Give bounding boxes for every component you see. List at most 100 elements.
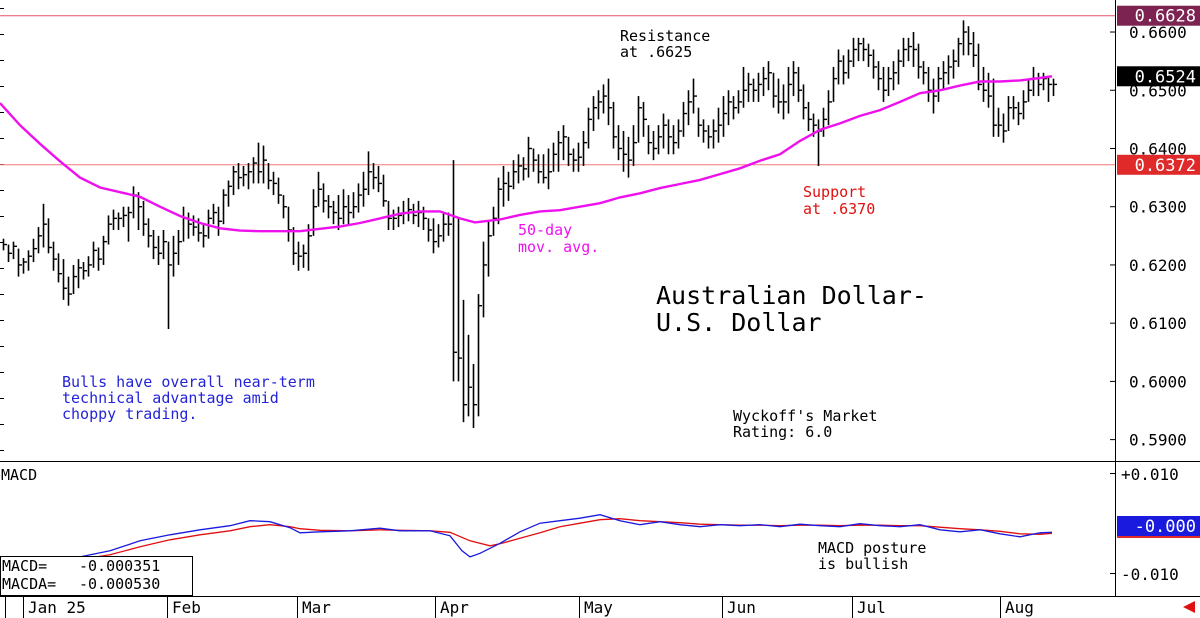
price-bar bbox=[662, 113, 667, 149]
price-bar bbox=[522, 157, 527, 181]
time-axis-month-label: Feb bbox=[172, 598, 201, 617]
price-axis-label: 0.6100 bbox=[1129, 314, 1187, 333]
price-bar bbox=[627, 136, 632, 178]
price-bar bbox=[307, 224, 312, 271]
price-bar bbox=[912, 32, 917, 67]
price-bar bbox=[442, 212, 447, 242]
frames bbox=[0, 0, 1200, 597]
price-bar bbox=[317, 171, 322, 207]
price-bar bbox=[787, 66, 792, 114]
support-label-line2: at .6370 bbox=[803, 200, 875, 218]
price-bar bbox=[752, 78, 757, 102]
price-bar bbox=[302, 244, 307, 268]
price-bar bbox=[22, 257, 27, 274]
resistance-label-line1: Resistance bbox=[620, 27, 710, 45]
price-bar bbox=[472, 363, 477, 428]
price-bar bbox=[597, 90, 602, 120]
price-bar bbox=[267, 163, 272, 190]
price-bar bbox=[827, 90, 832, 126]
price-bar bbox=[337, 195, 342, 230]
chart-title-line1: Australian Dollar- bbox=[656, 281, 927, 310]
time-axis-month-label: Mar bbox=[302, 598, 331, 617]
price-bar bbox=[717, 107, 722, 143]
price-bar bbox=[997, 107, 1002, 137]
price-bar bbox=[342, 189, 347, 225]
macd-axis-lower: -0.010 bbox=[1121, 565, 1179, 584]
support-tag-text: 0.6372 bbox=[1135, 156, 1196, 176]
resistance-tag-text: 0.6628 bbox=[1135, 7, 1196, 27]
price-bar bbox=[982, 66, 987, 102]
price-bar bbox=[192, 215, 197, 236]
price-bar bbox=[932, 78, 937, 114]
price-bar bbox=[322, 183, 327, 213]
macda-value: -0.000530 bbox=[79, 575, 160, 593]
macd-posture-line1: MACD posture bbox=[818, 539, 926, 557]
scroll-left-arrow-icon[interactable] bbox=[1183, 601, 1195, 613]
time-axis-month-label: Jan 25 bbox=[28, 598, 86, 617]
price-bar bbox=[252, 157, 257, 184]
macd-posture-line2: is bullish bbox=[818, 555, 908, 573]
price-bar bbox=[942, 61, 947, 91]
price-bar bbox=[1032, 66, 1037, 97]
price-bar bbox=[987, 72, 992, 108]
macda-signal-line bbox=[0, 518, 1053, 562]
price-bar bbox=[122, 206, 127, 228]
price-bar bbox=[747, 72, 752, 102]
price-bar bbox=[502, 165, 507, 207]
time-axis-month-label: Jul bbox=[857, 598, 886, 617]
price-bar bbox=[142, 200, 147, 236]
price-bar bbox=[757, 72, 762, 102]
macd-value-label: MACD= bbox=[2, 557, 47, 575]
price-bar bbox=[577, 142, 582, 172]
price-bar bbox=[527, 136, 532, 178]
price-bar bbox=[962, 20, 967, 56]
price-bar bbox=[602, 84, 607, 114]
price-bar bbox=[462, 299, 467, 423]
price-bar bbox=[417, 200, 422, 228]
price-bar bbox=[297, 241, 302, 271]
price-bar bbox=[1007, 96, 1012, 132]
price-bar bbox=[972, 32, 977, 67]
price-bar bbox=[1017, 101, 1022, 126]
price-bar bbox=[927, 66, 932, 102]
price-bar bbox=[867, 43, 872, 67]
price-bar bbox=[202, 224, 207, 248]
macd-current-tag-text: -0.000 bbox=[1135, 517, 1196, 537]
price-bar bbox=[382, 174, 387, 207]
price-bar bbox=[62, 259, 67, 300]
last-price-tag-text: 0.6524 bbox=[1135, 67, 1196, 87]
price-bar bbox=[227, 180, 232, 207]
price-bar bbox=[457, 218, 462, 382]
price-bar bbox=[742, 66, 747, 108]
price-axis-label: 0.6200 bbox=[1129, 256, 1187, 275]
price-bar bbox=[847, 49, 852, 79]
time-axis-month-label: Aug bbox=[1005, 598, 1034, 617]
support-tag: 0.6372 bbox=[1117, 154, 1200, 176]
price-bar bbox=[262, 145, 267, 184]
chart-title-line2: U.S. Dollar bbox=[656, 308, 822, 337]
price-bar bbox=[542, 154, 547, 184]
price-bar bbox=[257, 142, 262, 184]
price-bar bbox=[852, 37, 857, 67]
last-price-tag: 0.6524 bbox=[1117, 66, 1200, 87]
rating-line2: Rating: 6.0 bbox=[733, 423, 832, 441]
price-bar bbox=[637, 96, 642, 143]
price-bar bbox=[1012, 96, 1017, 120]
macd-axis-upper: +0.010 bbox=[1121, 465, 1179, 484]
price-bar bbox=[877, 61, 882, 91]
price-bar bbox=[1052, 78, 1057, 97]
time-axis-month-label: Jun bbox=[727, 598, 756, 617]
price-bar bbox=[857, 37, 862, 62]
price-bar bbox=[467, 334, 472, 417]
price-bar bbox=[532, 148, 537, 172]
price-bar bbox=[1042, 72, 1047, 91]
macd-title: MACD bbox=[1, 466, 37, 484]
macd-values-box: MACD= -0.000351 MACDA= -0.000530 bbox=[0, 556, 193, 596]
price-bar bbox=[347, 195, 352, 225]
rating-line1: Wyckoff's Market bbox=[733, 407, 878, 425]
price-bar bbox=[587, 107, 592, 149]
price-bar bbox=[722, 96, 727, 137]
price-bar bbox=[607, 78, 612, 126]
price-bar bbox=[7, 244, 12, 263]
price-bar bbox=[917, 43, 922, 79]
